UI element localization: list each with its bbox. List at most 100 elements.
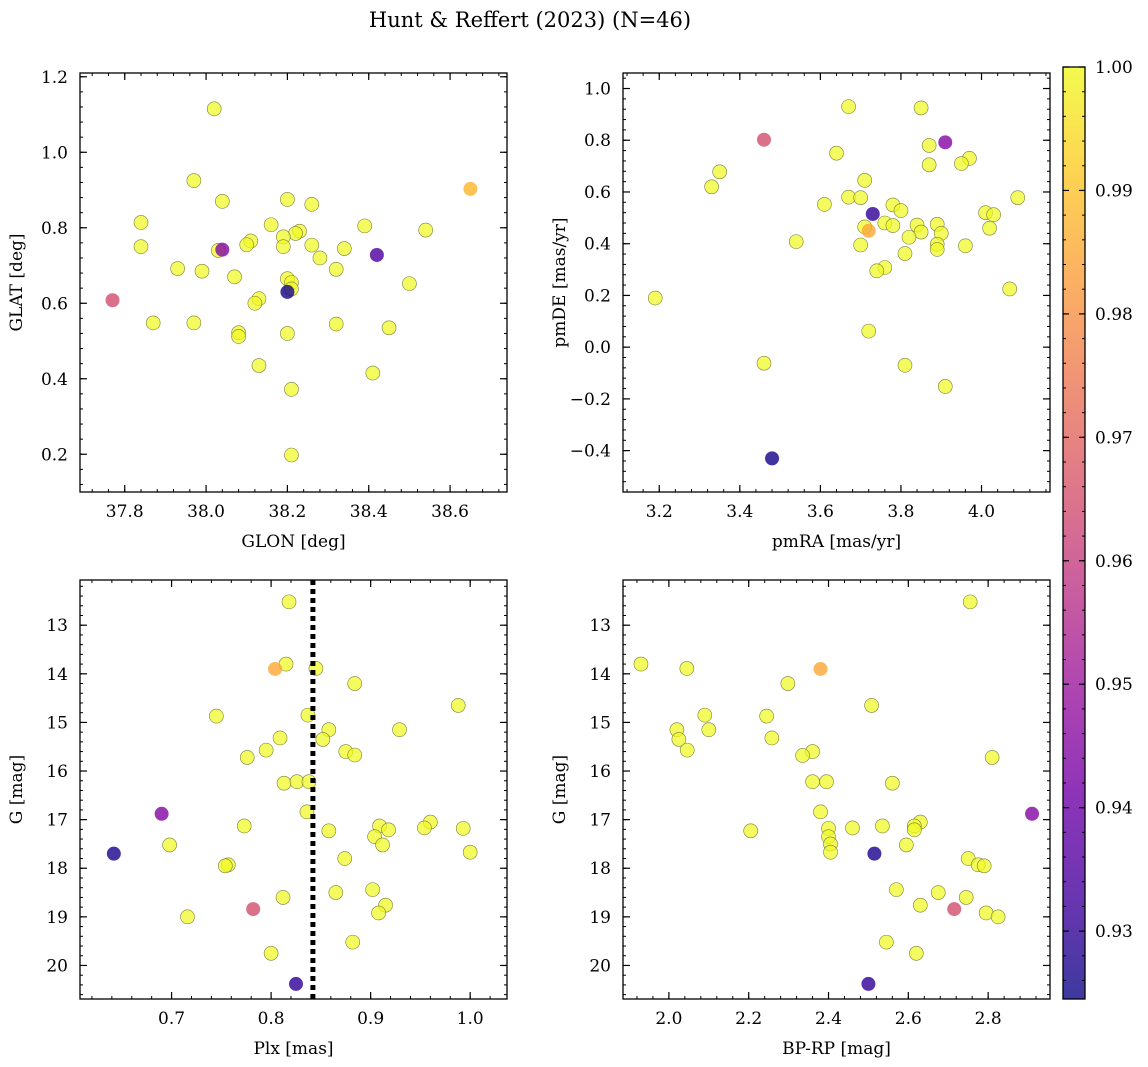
scatter-point	[853, 190, 868, 205]
scatter-point	[823, 844, 838, 860]
x-tick-label: 2.8	[975, 1009, 1002, 1029]
scatter-point	[180, 909, 195, 925]
scatter-point	[381, 320, 397, 336]
scatter-point	[288, 226, 303, 241]
scatter-point	[154, 806, 169, 821]
scatter-point	[345, 934, 361, 950]
y-tick-label: 18	[46, 859, 68, 879]
x-tick-label: 3.8	[887, 502, 914, 522]
scatter-point	[885, 775, 900, 791]
colorbar-tick-label: 0.97	[1095, 428, 1133, 448]
scatter-point	[647, 290, 663, 306]
scatter-point	[879, 934, 894, 950]
scatter-point	[162, 837, 177, 853]
scatter-point	[337, 241, 352, 256]
scatter-point	[901, 229, 917, 245]
y-tick-label: 19	[589, 908, 611, 928]
scatter-point	[788, 234, 804, 249]
panel-plx-g: 0.7 0.8 0.9 1.0 13 14 15 16 17 18 19 20 Plx [mas] G […	[7, 579, 508, 1059]
y-tick-label: −0.4	[570, 442, 611, 462]
scatter-point	[864, 698, 879, 713]
plot-frame	[79, 72, 508, 493]
colorbar-tick-label: 1.00	[1095, 58, 1133, 78]
y-tick-label: 16	[46, 762, 68, 782]
scatter-point	[328, 261, 344, 277]
scatter-point	[990, 909, 1006, 925]
scatter-point	[280, 326, 295, 341]
scatter-point	[381, 822, 396, 838]
scatter-point	[958, 890, 974, 905]
panel-pmra-pmde: 3.2 3.4 3.6 3.8 4.0 −0.4 −0.2 0.0 0.2 0.4 0.6 0.8 1.…	[550, 72, 1051, 552]
scatter-point	[869, 263, 885, 279]
scatter-point	[764, 730, 780, 746]
scatter-point	[813, 804, 828, 820]
scatter-point	[281, 594, 297, 610]
colorbar: 0.93 0.94 0.95 0.96 0.97 0.98 0.99 1.00	[1062, 58, 1133, 1000]
scatter-point	[186, 173, 202, 188]
scatter-point	[347, 676, 363, 691]
scatter-point	[701, 722, 717, 738]
y-axis-label: pmDE [mas/yr]	[550, 217, 570, 347]
scatter-point	[365, 365, 381, 381]
colorbar-tick-label: 0.98	[1095, 305, 1133, 325]
y-tick-label: 1.0	[584, 80, 611, 100]
scatter-point	[209, 708, 224, 724]
colorbar-tick-label: 0.99	[1095, 181, 1133, 201]
y-tick-label: 20	[589, 956, 611, 976]
scatter-point	[215, 194, 230, 209]
x-tick-label: 38.2	[268, 502, 306, 522]
scatter-point	[337, 851, 353, 866]
scatter-point	[947, 902, 962, 917]
x-axis-label: pmRA [mas/yr]	[772, 532, 901, 552]
scatter-point	[375, 837, 390, 853]
scatter-point	[288, 976, 303, 991]
scatter-point	[304, 197, 320, 212]
scatter-point	[679, 742, 695, 758]
scatter-point	[913, 897, 928, 913]
scatter-point	[392, 722, 407, 738]
scatter-point	[1002, 281, 1018, 297]
scatter-point	[819, 774, 834, 790]
y-tick-label: 17	[46, 811, 68, 831]
scatter-point	[133, 239, 149, 254]
scatter-point	[841, 99, 856, 114]
scatter-point	[756, 132, 771, 147]
scatter-point	[962, 594, 978, 610]
colorbar-tick-label: 0.96	[1095, 552, 1133, 572]
colorbar-tick-label: 0.95	[1095, 675, 1133, 695]
scatter-point	[1025, 806, 1040, 821]
scatter-point	[861, 976, 876, 991]
scatter-point	[845, 820, 860, 836]
x-tick-label: 38.6	[431, 502, 469, 522]
scatter-point	[231, 329, 246, 344]
scatter-point	[106, 846, 121, 861]
scatter-point	[418, 222, 433, 238]
scatter-point	[671, 732, 687, 747]
y-tick-label: 13	[46, 616, 68, 636]
scatter-point	[712, 164, 727, 180]
y-axis-label: G [mag]	[7, 755, 27, 824]
scatter-point	[371, 905, 386, 921]
scatter-point	[247, 295, 263, 311]
y-tick-label: 13	[589, 616, 611, 636]
scatter-point	[897, 246, 913, 261]
x-tick-label: 2.0	[655, 1009, 682, 1029]
scatter-point	[984, 750, 1000, 765]
scatter-point	[930, 885, 946, 900]
scatter-point	[697, 707, 713, 723]
y-tick-label: 1.2	[41, 68, 68, 88]
scatter-point	[986, 207, 1001, 223]
scatter-point	[938, 135, 953, 150]
x-tick-label: 4.0	[968, 502, 995, 522]
scatter-point	[215, 242, 230, 257]
scatter-point	[347, 747, 363, 763]
colorbar-frame	[1062, 66, 1086, 1000]
scatter-point	[312, 250, 328, 266]
x-tick-label: 3.2	[646, 502, 673, 522]
scatter-point	[893, 203, 909, 218]
scatter-point	[194, 263, 210, 279]
scatter-point	[885, 218, 901, 233]
x-axis-label: GLON [deg]	[241, 532, 345, 552]
x-axis-label: Plx [mas]	[253, 1039, 333, 1059]
scatter-point	[976, 858, 992, 874]
